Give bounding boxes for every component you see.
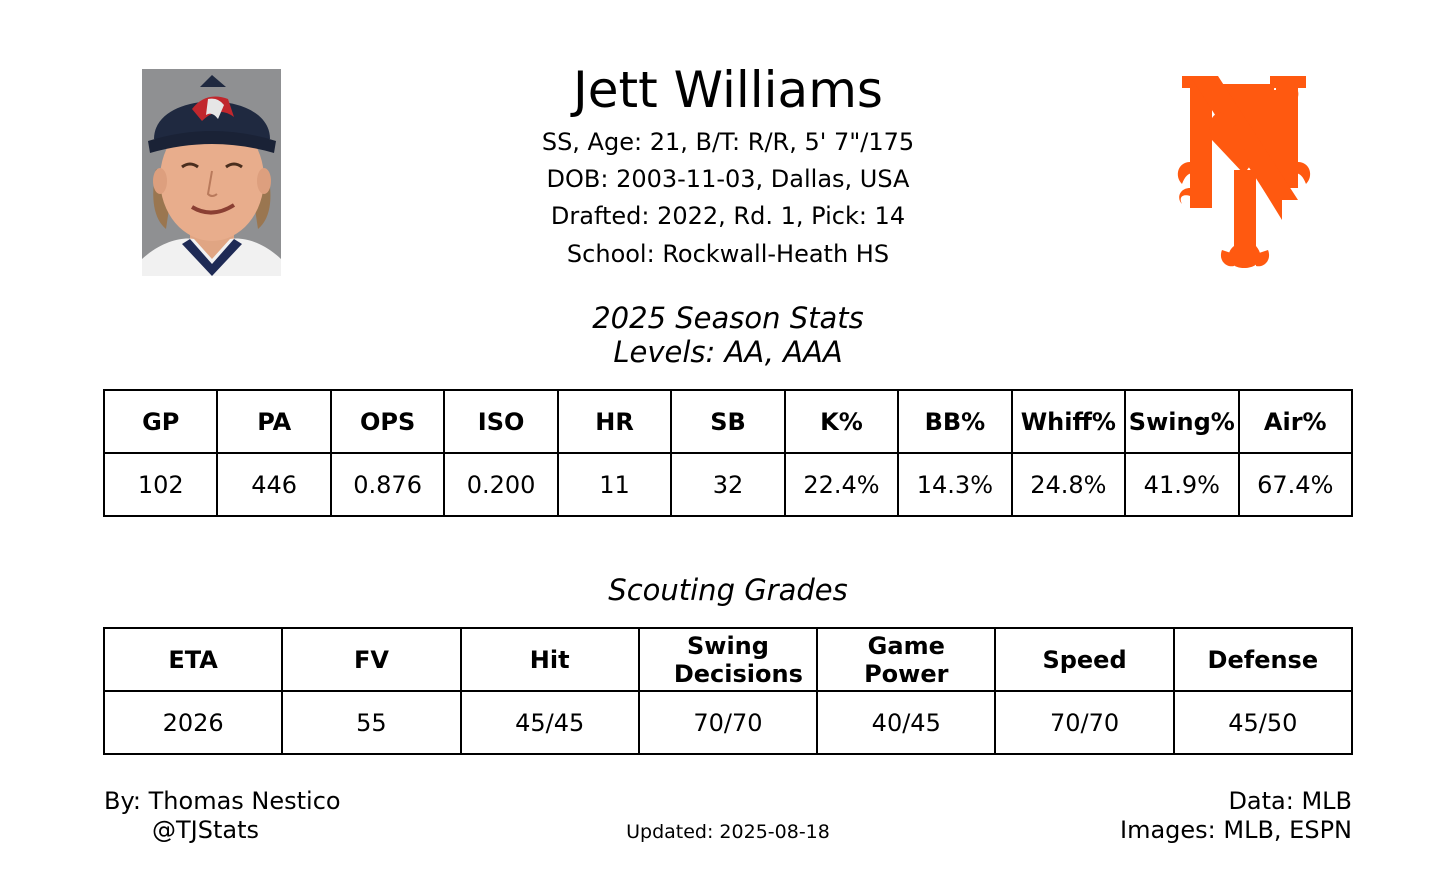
stat-header-iso: ISO <box>443 389 559 454</box>
player-bio-draft: Drafted: 2022, Rd. 1, Pick: 14 <box>550 202 906 230</box>
player-name: Jett Williams <box>573 61 883 119</box>
grade-value-swing-decisions: 70/70 <box>637 690 819 755</box>
grade-header-swing-decisions: Swing Decisions <box>637 627 819 692</box>
stat-value-ops: 0.876 <box>329 452 446 517</box>
footer-data-source: Data: MLB <box>1228 787 1352 815</box>
stat-header-pa: PA <box>216 389 332 454</box>
player-photo <box>142 69 281 276</box>
stat-header-bb-pct: BB% <box>897 389 1013 454</box>
grade-header-defense: Defense <box>1172 627 1354 692</box>
stat-header-hr: HR <box>556 389 673 454</box>
scouting-header-row: ETA FV Hit Swing Decisions Game Power Sp… <box>102 627 1354 692</box>
stat-value-whiff-pct: 24.8% <box>1010 452 1127 517</box>
stat-header-gp: GP <box>102 389 219 454</box>
player-bio-school: School: Rockwall-Heath HS <box>566 240 890 268</box>
season-stats-header-row: GP PA OPS ISO HR SB K% BB% Whiff% Swing%… <box>102 389 1354 454</box>
grade-header-speed: Speed <box>994 627 1175 692</box>
footer-author: By: Thomas Nestico <box>104 787 341 815</box>
scouting-grades-title: Scouting Grades <box>608 573 848 607</box>
stat-value-air-pct: 67.4% <box>1237 452 1354 517</box>
grade-header-fv: FV <box>281 627 462 692</box>
scouting-grades-table: ETA FV Hit Swing Decisions Game Power Sp… <box>102 627 1354 755</box>
stat-header-swing-pct: Swing% <box>1124 389 1240 454</box>
grade-value-defense: 45/50 <box>1172 690 1354 755</box>
season-stats-table: GP PA OPS ISO HR SB K% BB% Whiff% Swing%… <box>102 389 1354 517</box>
grade-value-eta: 2026 <box>102 690 284 755</box>
grade-value-speed: 70/70 <box>994 690 1175 755</box>
stat-value-hr: 11 <box>556 452 673 517</box>
stat-header-whiff-pct: Whiff% <box>1010 389 1127 454</box>
season-stats-value-row: 102 446 0.876 0.200 11 32 22.4% 14.3% 24… <box>102 452 1354 517</box>
footer-updated: Updated: 2025-08-18 <box>626 821 830 843</box>
player-headshot-image <box>142 69 281 276</box>
grade-header-game-power: Game Power <box>816 627 997 692</box>
grade-value-hit: 45/45 <box>459 690 640 755</box>
scouting-value-row: 2026 55 45/45 70/70 40/45 70/70 45/50 <box>102 690 1354 755</box>
stat-value-sb: 32 <box>670 452 786 517</box>
season-stats-levels: Levels: AA, AAA <box>613 335 843 369</box>
grade-value-game-power: 40/45 <box>816 690 997 755</box>
stat-header-ops: OPS <box>329 389 446 454</box>
footer-handle: @TJStats <box>152 816 260 844</box>
team-logo <box>1177 76 1311 268</box>
stat-value-gp: 102 <box>102 452 219 517</box>
stat-value-k-pct: 22.4% <box>783 452 900 517</box>
player-bio-dob: DOB: 2003-11-03, Dallas, USA <box>546 165 910 193</box>
ny-logo-icon <box>1172 70 1318 272</box>
stat-value-iso: 0.200 <box>443 452 559 517</box>
stat-header-sb: SB <box>670 389 786 454</box>
stat-value-pa: 446 <box>216 452 332 517</box>
season-stats-title: 2025 Season Stats <box>592 301 864 335</box>
grade-value-fv: 55 <box>281 690 462 755</box>
stat-value-swing-pct: 41.9% <box>1124 452 1240 517</box>
grade-header-hit: Hit <box>459 627 640 692</box>
stat-value-bb-pct: 14.3% <box>897 452 1013 517</box>
player-bio-position: SS, Age: 21, B/T: R/R, 5' 7"/175 <box>541 128 915 156</box>
grade-header-eta: ETA <box>102 627 284 692</box>
stat-header-k-pct: K% <box>783 389 900 454</box>
stat-header-air-pct: Air% <box>1237 389 1354 454</box>
footer-image-source: Images: MLB, ESPN <box>1119 816 1352 844</box>
